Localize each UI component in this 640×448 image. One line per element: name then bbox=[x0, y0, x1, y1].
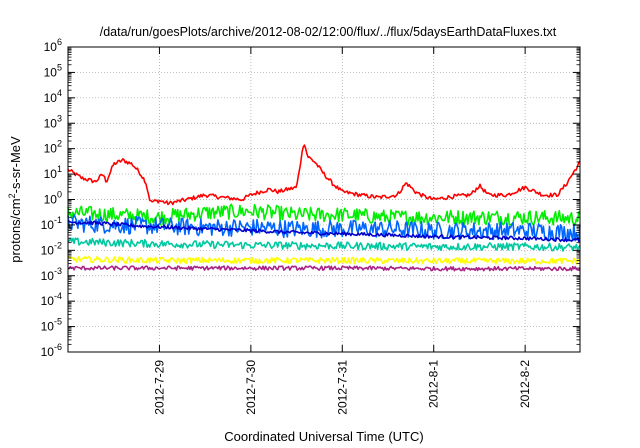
series-line bbox=[67, 255, 581, 265]
axis-ticks bbox=[68, 46, 580, 353]
x-tick-label: 2012-7-29 bbox=[152, 360, 166, 415]
series-line bbox=[67, 220, 581, 243]
y-axis-title-base: protons/cm bbox=[8, 198, 23, 262]
y-tick-label: 101 bbox=[44, 164, 62, 181]
x-tick-label: 2012-8-2 bbox=[518, 360, 532, 408]
y-tick-label: 10-5 bbox=[41, 317, 62, 334]
x-tick-label: 2012-8-1 bbox=[427, 360, 441, 408]
series-line bbox=[67, 144, 581, 206]
grid-lines bbox=[68, 47, 580, 352]
y-tick-labels: 10-6 10-5 10-4 10-3 10-2 10-1 100 101 102 103 104 1… bbox=[41, 37, 62, 359]
y-axis-title-rest: -s-sr-MeV bbox=[8, 136, 23, 193]
y-tick-label: 10-3 bbox=[41, 266, 62, 283]
x-tick-label: 2012-7-31 bbox=[335, 360, 349, 415]
y-tick-label: 10-4 bbox=[41, 291, 62, 308]
chart-title: /data/run/goesPlots/archive/2012-08-02/1… bbox=[100, 25, 557, 39]
x-tick-label: 2012-7-30 bbox=[244, 360, 258, 415]
y-tick-label: 104 bbox=[44, 88, 62, 105]
y-tick-label: 10-2 bbox=[41, 240, 62, 257]
y-axis-title-superscript: 2 bbox=[7, 193, 17, 198]
y-tick-label: 10-6 bbox=[41, 342, 62, 359]
y-tick-label: 105 bbox=[44, 62, 62, 79]
series-line bbox=[67, 237, 581, 252]
y-tick-label: 10-1 bbox=[41, 215, 62, 232]
y-tick-label: 106 bbox=[44, 37, 62, 54]
y-tick-label: 100 bbox=[44, 190, 62, 207]
series-layer bbox=[67, 144, 581, 272]
x-tick-labels: 2012-7-29 2012-7-30 2012-7-31 2012-8-1 2012-… bbox=[152, 360, 532, 415]
y-tick-label: 103 bbox=[44, 113, 62, 130]
y-tick-label: 102 bbox=[44, 139, 62, 156]
series-line bbox=[67, 214, 581, 242]
series-line bbox=[67, 203, 581, 227]
series-line bbox=[67, 265, 581, 272]
x-axis-title: Coordinated Universal Time (UTC) bbox=[224, 429, 423, 444]
y-axis-title: protons/cm2-s-sr-MeV bbox=[7, 136, 23, 263]
